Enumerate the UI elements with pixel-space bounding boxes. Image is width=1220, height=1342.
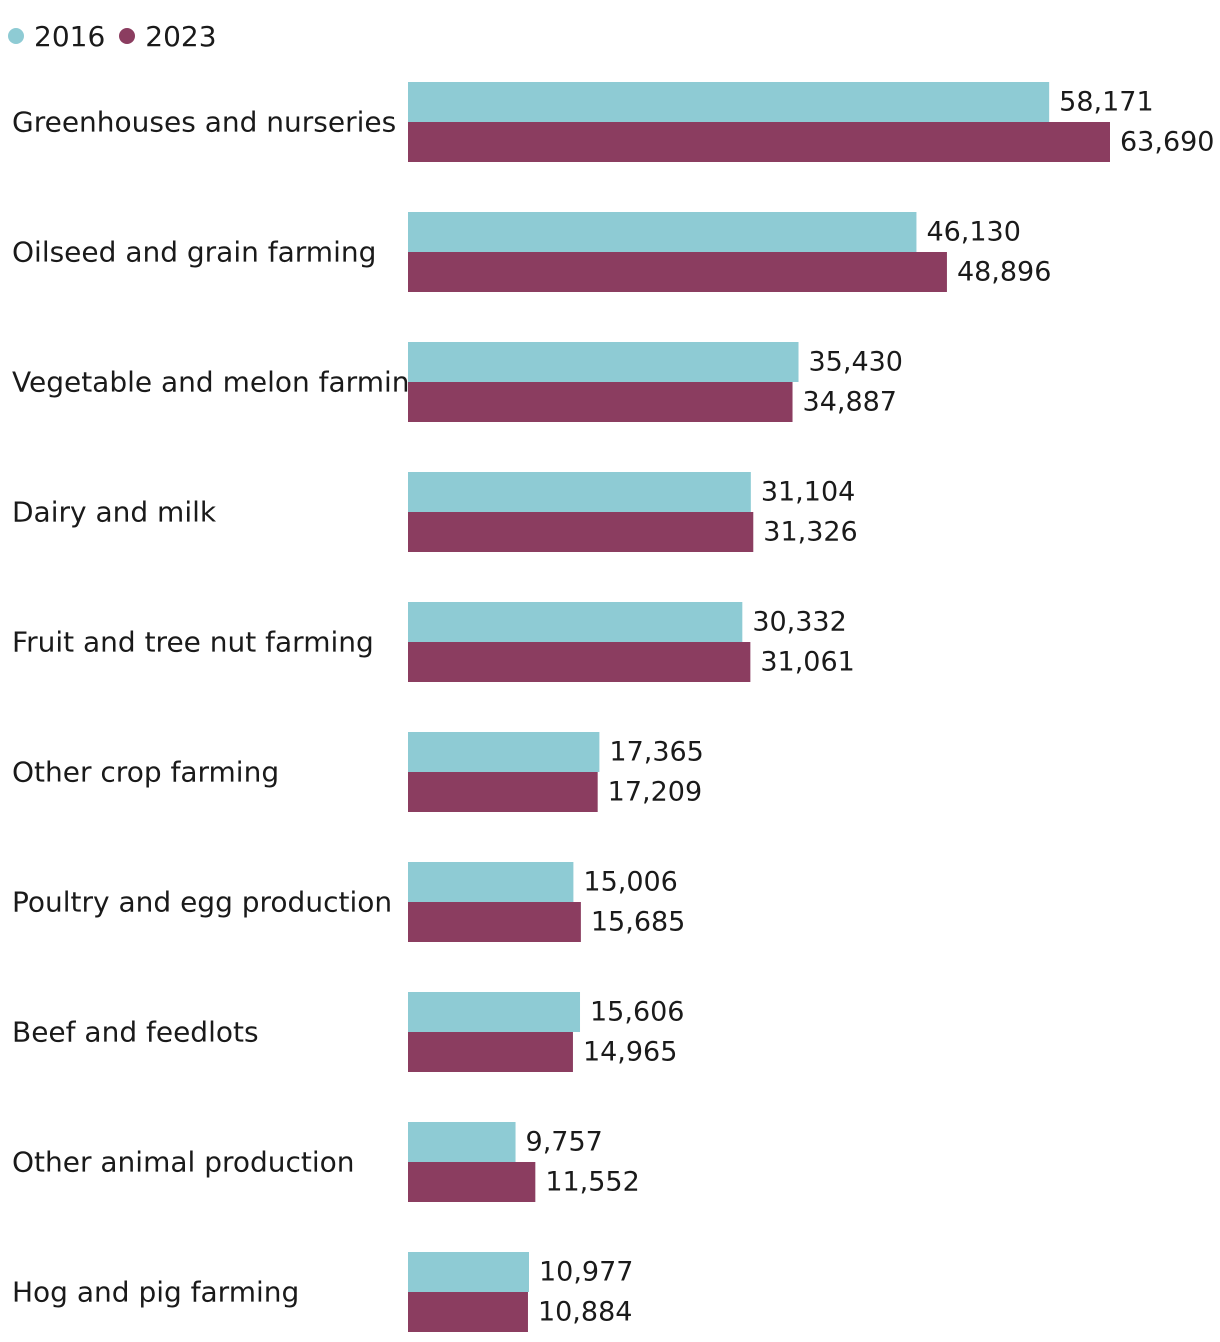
legend-swatch-2023 bbox=[119, 28, 136, 44]
category-label: Dairy and milk bbox=[12, 496, 217, 529]
bar-2023 bbox=[408, 122, 1110, 162]
bar-2016 bbox=[408, 732, 600, 772]
bar-2023 bbox=[408, 252, 947, 292]
bar-2023 bbox=[408, 642, 751, 682]
value-label-2016: 17,365 bbox=[609, 737, 703, 768]
value-label-2016: 35,430 bbox=[809, 347, 903, 378]
bar-2023 bbox=[408, 772, 598, 812]
bar-2016 bbox=[408, 342, 799, 382]
chart-legend: 2016 2023 bbox=[8, 16, 231, 56]
category-label: Fruit and tree nut farming bbox=[12, 626, 374, 659]
legend-label-2023: 2023 bbox=[145, 19, 217, 53]
category-label: Poultry and egg production bbox=[12, 886, 392, 919]
category-label: Oilseed and grain farming bbox=[12, 236, 376, 269]
value-label-2023: 15,685 bbox=[591, 907, 685, 938]
legend-item-2023: 2023 bbox=[119, 19, 217, 53]
value-label-2016: 30,332 bbox=[752, 607, 846, 638]
bar-2023 bbox=[408, 1032, 573, 1072]
bar-2023 bbox=[408, 382, 793, 422]
value-label-2016: 15,606 bbox=[590, 997, 684, 1028]
value-label-2016: 10,977 bbox=[539, 1257, 633, 1288]
value-label-2023: 63,690 bbox=[1120, 127, 1214, 158]
bar-2016 bbox=[408, 1122, 516, 1162]
value-label-2023: 31,326 bbox=[763, 517, 857, 548]
bar-2023 bbox=[408, 902, 581, 942]
value-label-2023: 17,209 bbox=[608, 777, 702, 808]
value-label-2023: 48,896 bbox=[957, 257, 1051, 288]
value-label-2023: 11,552 bbox=[545, 1167, 639, 1198]
bar-2023 bbox=[408, 512, 754, 552]
bar-2016 bbox=[408, 472, 751, 512]
bar-2016 bbox=[408, 1252, 529, 1292]
value-label-2016: 15,006 bbox=[583, 867, 677, 898]
value-label-2016: 31,104 bbox=[761, 477, 855, 508]
bar-2016 bbox=[408, 82, 1050, 122]
bar-2016 bbox=[408, 602, 743, 642]
category-label: Other animal production bbox=[12, 1146, 355, 1179]
category-label: Greenhouses and nurseries bbox=[12, 106, 396, 139]
value-label-2023: 34,887 bbox=[803, 387, 897, 418]
category-label: Vegetable and melon farming bbox=[12, 366, 427, 399]
legend-item-2016: 2016 bbox=[8, 20, 105, 53]
value-label-2023: 10,884 bbox=[538, 1297, 632, 1328]
bar-2016 bbox=[408, 862, 574, 902]
value-label-2023: 31,061 bbox=[760, 647, 854, 678]
category-label: Beef and feedlots bbox=[12, 1016, 259, 1049]
value-label-2023: 14,965 bbox=[583, 1037, 677, 1068]
category-label: Hog and pig farming bbox=[12, 1276, 299, 1309]
bar-2016 bbox=[408, 992, 581, 1032]
category-label: Other crop farming bbox=[12, 756, 279, 789]
bar-2016 bbox=[408, 212, 917, 252]
bar-2023 bbox=[408, 1292, 528, 1332]
value-label-2016: 9,757 bbox=[526, 1127, 603, 1158]
legend-label-2016: 2016 bbox=[34, 19, 106, 53]
legend-swatch-2016 bbox=[8, 28, 24, 44]
value-label-2016: 58,171 bbox=[1059, 87, 1153, 118]
bar-2023 bbox=[408, 1162, 536, 1202]
value-label-2016: 46,130 bbox=[926, 217, 1020, 248]
